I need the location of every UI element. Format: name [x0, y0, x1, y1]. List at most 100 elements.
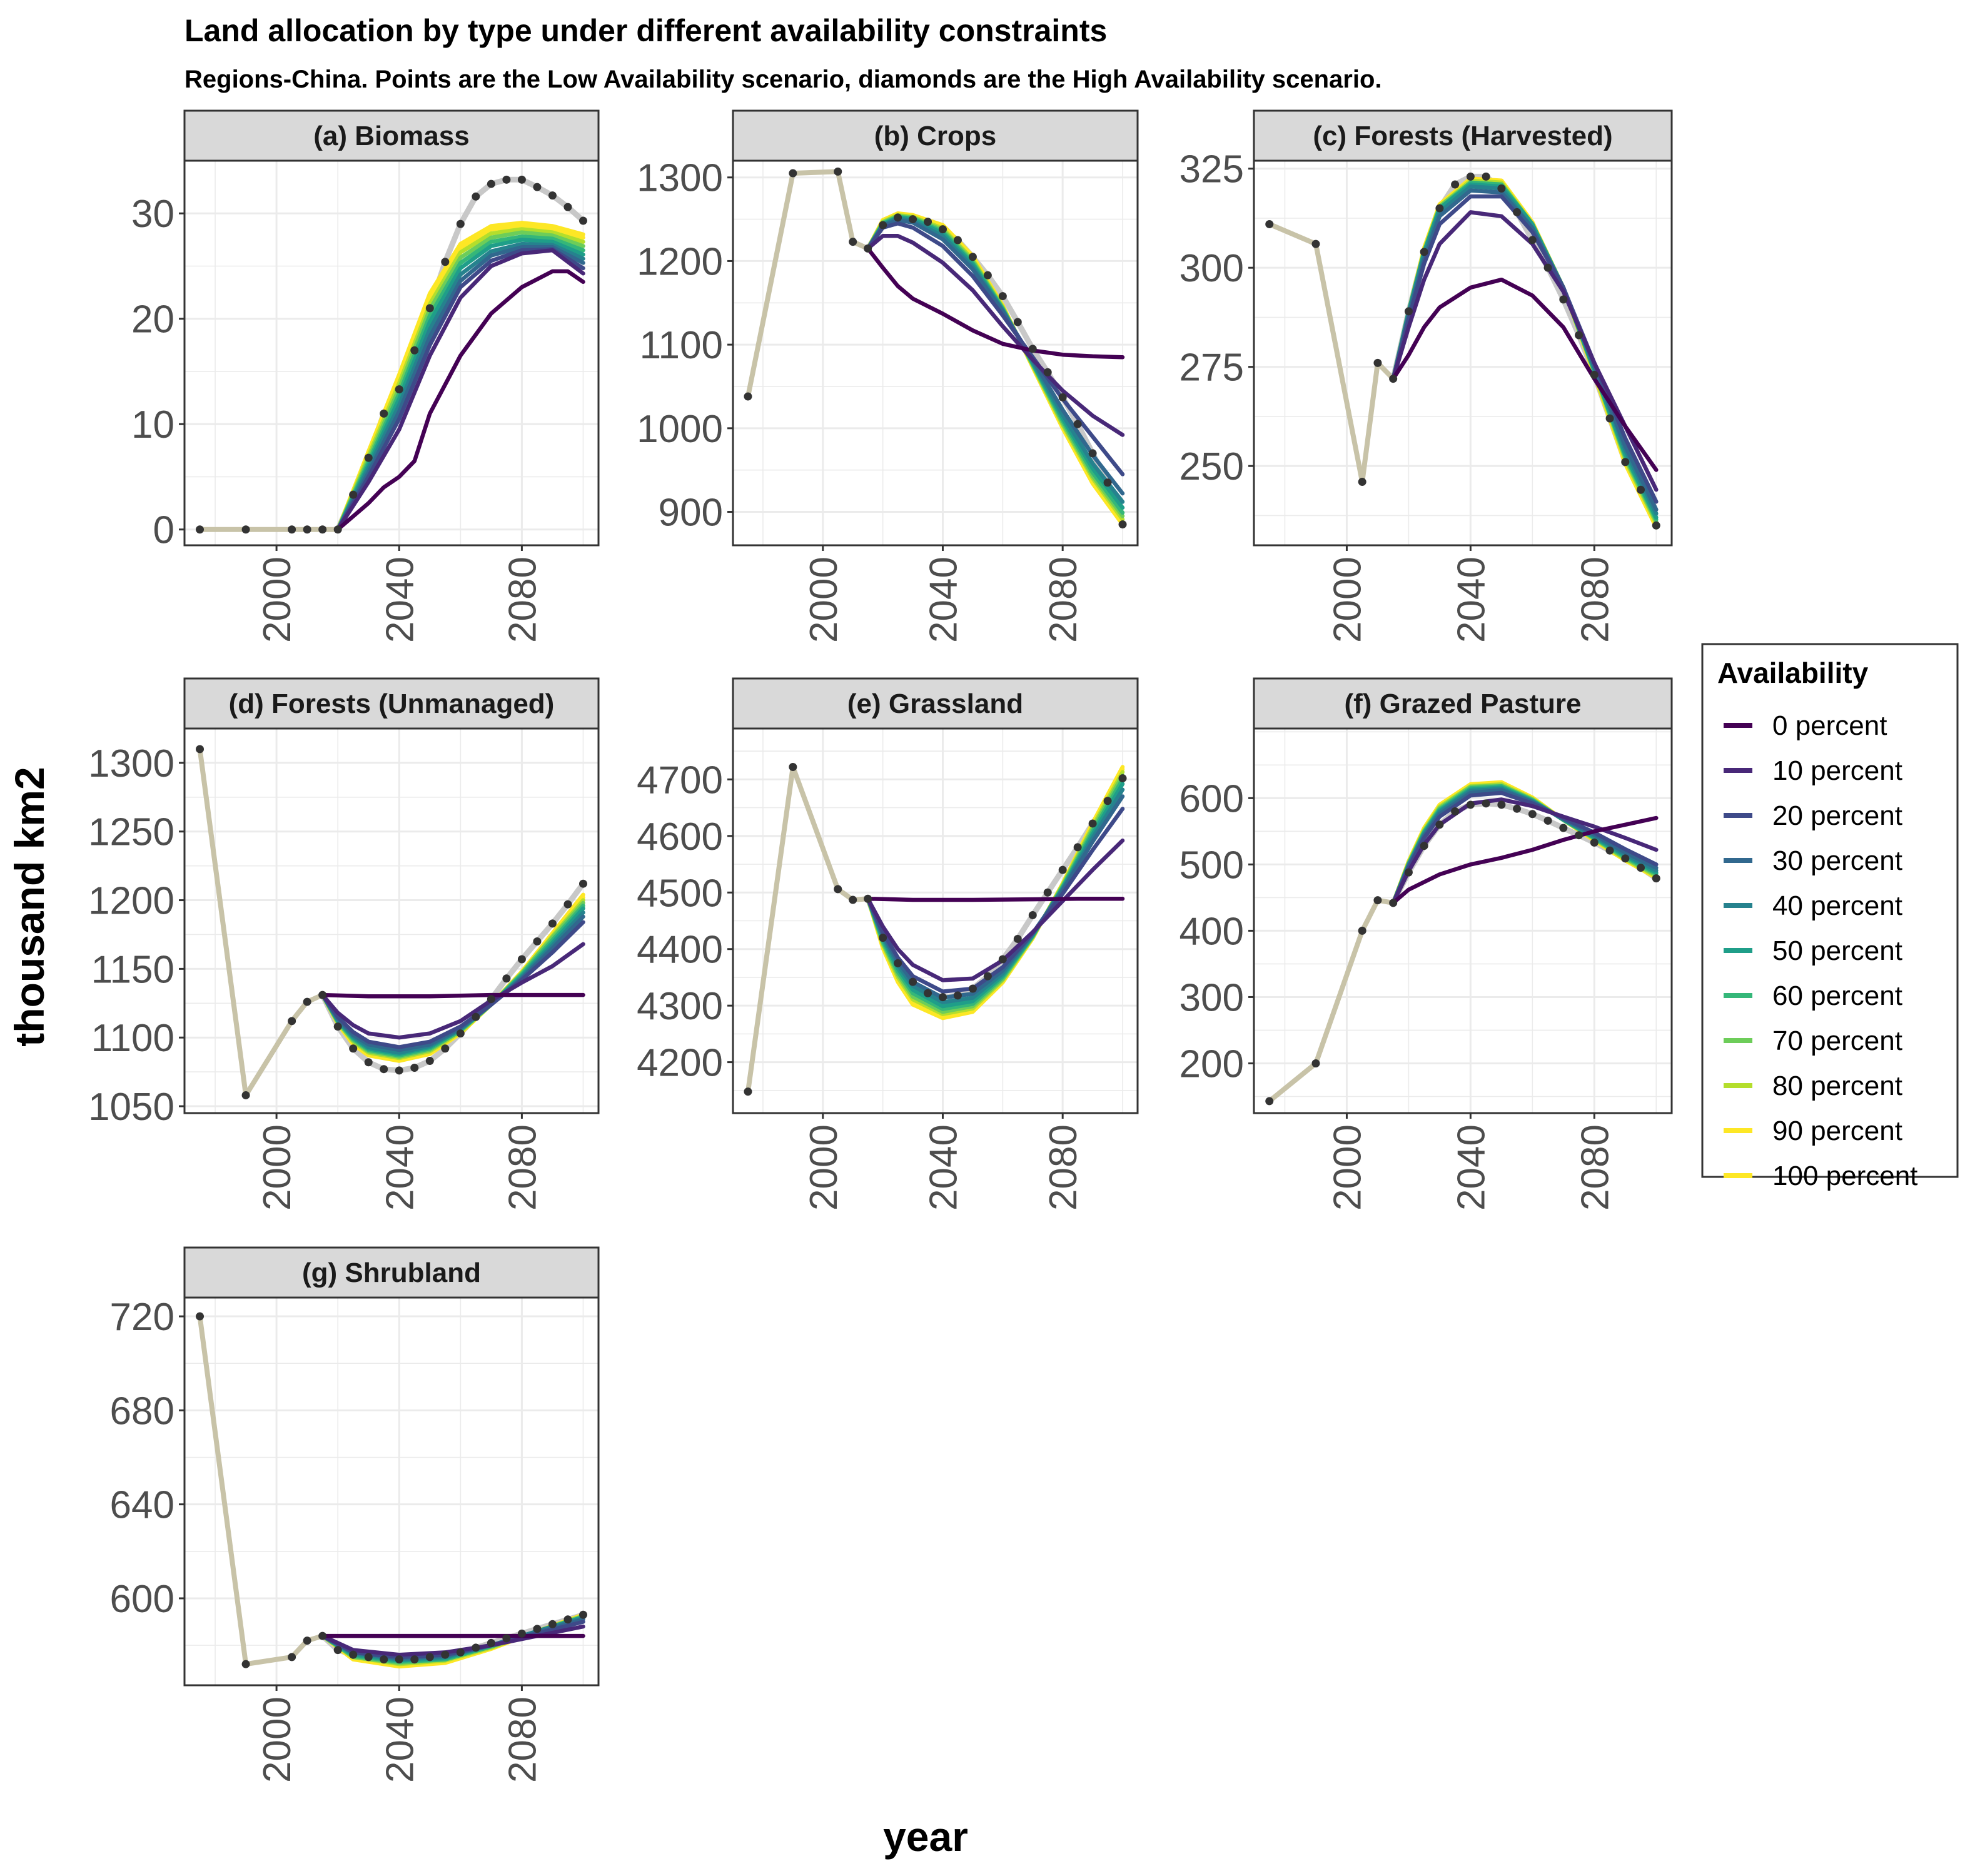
data-point	[196, 745, 205, 754]
data-point	[1043, 368, 1052, 376]
data-point	[563, 203, 572, 211]
data-point	[1073, 843, 1082, 852]
data-point	[1404, 307, 1413, 316]
legend-label: 30 percent	[1772, 845, 1902, 876]
data-point	[1358, 926, 1366, 935]
series-line-10-percent	[320, 942, 585, 1040]
data-point	[318, 525, 327, 534]
panel-background	[184, 161, 599, 545]
data-point	[533, 183, 542, 191]
data-point	[1513, 804, 1522, 813]
panel-border	[1253, 159, 1673, 547]
panel-border	[183, 159, 600, 547]
y-tick-label: 1000	[637, 408, 723, 451]
data-point	[333, 1022, 342, 1031]
data-point	[789, 169, 797, 178]
data-point	[1497, 184, 1506, 193]
series-line-30-percent	[335, 245, 585, 532]
data-point	[1575, 331, 1584, 340]
x-tick-label: 2000	[256, 1124, 299, 1211]
data-point	[864, 244, 872, 253]
y-tick-label: 4600	[637, 815, 723, 859]
data-point	[894, 959, 902, 967]
data-point	[1466, 800, 1475, 809]
data-point	[924, 989, 932, 997]
data-point	[517, 175, 526, 184]
series-line-0-percent	[866, 896, 1125, 902]
data-point	[441, 258, 450, 266]
data-point	[563, 1615, 572, 1624]
data-point	[864, 894, 872, 903]
data-point	[1103, 797, 1112, 805]
data-point	[1605, 414, 1614, 423]
y-tick-label: 325	[1179, 148, 1244, 191]
data-point	[364, 453, 373, 462]
data-point	[441, 1044, 450, 1053]
legend-label: 60 percent	[1772, 981, 1902, 1011]
data-point	[1389, 899, 1398, 907]
series-line-0-percent	[320, 992, 585, 999]
series-line-0-percent	[1391, 815, 1659, 905]
y-tick-label: 1150	[91, 948, 174, 991]
series-lines	[196, 1312, 587, 1669]
x-tick-label: 2000	[1326, 557, 1369, 643]
panel-2: (b) Crops 900 1000 1100 1200 1300 2000 2040 2080	[637, 109, 1139, 643]
series-line-10-percent	[866, 838, 1125, 982]
data-point	[1637, 485, 1645, 494]
data-point	[472, 1012, 480, 1021]
data-point	[849, 238, 857, 246]
y-tick-label: 30	[131, 193, 174, 236]
data-point	[517, 955, 526, 964]
data-point	[1637, 864, 1645, 872]
data-point	[578, 879, 587, 888]
facet-panels: (a) Biomass 0 10 20 30 2000 2040 2080 (b) Crops 9…	[88, 109, 1673, 1783]
data-point	[1118, 520, 1127, 529]
x-tick-label: 2080	[1042, 557, 1085, 643]
data-point	[241, 1660, 250, 1668]
data-point	[456, 219, 465, 228]
data-point	[1058, 393, 1067, 401]
data-point	[288, 1017, 296, 1026]
series-lines	[196, 175, 587, 534]
series-line-0-percent	[1391, 277, 1659, 472]
data-point	[983, 972, 992, 981]
legend-label: 20 percent	[1772, 800, 1902, 831]
data-point	[425, 1653, 434, 1662]
data-point	[1358, 478, 1366, 487]
x-tick-label: 2040	[1450, 557, 1493, 643]
x-tick-label: 2000	[256, 1697, 299, 1783]
data-point	[380, 1065, 388, 1074]
y-tick-label: 900	[659, 492, 723, 535]
y-tick-label: 275	[1179, 346, 1244, 390]
strip	[732, 109, 1139, 162]
data-point	[241, 1091, 250, 1099]
data-point	[410, 1655, 419, 1664]
x-tick-label: 2080	[1573, 1124, 1617, 1211]
gridlines	[733, 161, 1138, 545]
strip-label: (d) Forests (Unmanaged)	[229, 688, 555, 719]
legend-label: 80 percent	[1772, 1071, 1902, 1101]
data-point	[303, 997, 311, 1006]
strip	[183, 109, 600, 162]
panel-6: (f) Grazed Pasture 200 300 400 500 600 2000 204…	[1179, 677, 1673, 1211]
data-point	[1543, 263, 1552, 272]
series-line-0-percent	[866, 246, 1125, 360]
series-line-20-percent	[320, 920, 585, 1049]
legend-label: 40 percent	[1772, 890, 1902, 921]
x-tick-label: 2000	[256, 557, 299, 643]
x-tick-label: 2040	[378, 557, 422, 643]
data-point	[196, 1312, 205, 1321]
data-point	[1088, 819, 1097, 828]
data-point	[1265, 1097, 1274, 1106]
data-point	[1652, 521, 1660, 530]
y-tick-label: 4700	[637, 759, 723, 802]
data-point	[1435, 204, 1444, 213]
legend-label: 70 percent	[1772, 1026, 1902, 1056]
gridlines	[1254, 729, 1672, 1113]
x-tick-label: 2000	[802, 557, 846, 643]
data-point	[909, 215, 917, 224]
data-point	[744, 1087, 752, 1096]
x-tick-label: 2000	[1326, 1124, 1369, 1211]
x-tick-label: 2040	[922, 557, 965, 643]
